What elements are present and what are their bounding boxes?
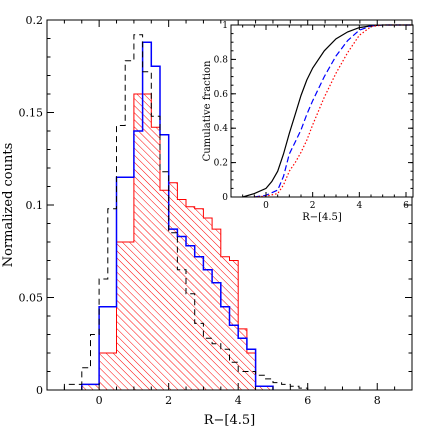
red-histogram-bar <box>194 208 204 390</box>
blue-solid-histogram <box>81 41 274 390</box>
main-x-axis-label: R−[4.5] <box>204 413 256 428</box>
inset-x-tick-label: 6 <box>403 201 409 211</box>
red-histogram-bar <box>177 199 187 390</box>
x-tick-label: 2 <box>165 394 172 407</box>
inset-y-tick-label: 0.4 <box>214 124 229 134</box>
black-histogram-line <box>63 34 309 390</box>
blue-cumulative-line <box>254 24 413 198</box>
y-tick-label: 0.1 <box>26 199 44 212</box>
inset-cumulative-plot: 0 2 4 6 0 0.2 0.4 0.6 0.8 1 R−[4.5] Cumulative fr… <box>202 21 414 223</box>
inset-x-tick-label: 0 <box>263 201 269 211</box>
red-histogram-bar <box>203 217 213 390</box>
y-tick-label: 0.15 <box>19 107 44 120</box>
red-histogram-bar <box>168 182 178 390</box>
blue-histogram-line <box>81 41 274 390</box>
red-histogram-bar <box>99 353 117 390</box>
inset-cumulative-lines <box>242 24 413 198</box>
inset-y-axis-label: Cumulative fraction <box>202 60 213 161</box>
black-cumulative-line <box>242 24 413 198</box>
inset-y-tick-label: 0 <box>222 193 228 203</box>
red-histogram-bar <box>159 190 169 390</box>
x-tick-label: 0 <box>96 394 103 407</box>
inset-y-tick-label: 0.8 <box>214 55 229 65</box>
x-tick-label: 4 <box>235 394 242 407</box>
red-histogram-bar <box>186 206 195 390</box>
red-histogram-bar <box>142 94 152 390</box>
inset-axis-ticks: 0 2 4 6 0 0.2 0.4 0.6 0.8 1 <box>214 21 413 211</box>
x-tick-label: 6 <box>304 394 311 407</box>
red-cumulative-line <box>254 24 413 198</box>
red-histogram-bar <box>238 328 247 390</box>
red-histogram-bar <box>151 127 160 391</box>
black-dashed-histogram <box>63 34 309 390</box>
inset-y-tick-label: 0.6 <box>214 90 229 100</box>
inset-x-tick-label: 4 <box>356 201 362 211</box>
red-histogram-bar <box>246 353 256 390</box>
red-histogram-bar <box>133 94 143 390</box>
red-histogram-bar <box>212 229 221 390</box>
main-axis-ticks: 0 2 4 6 8 0 0.05 0.1 0.15 0.2 <box>19 14 413 407</box>
red-histogram-bar <box>81 384 100 390</box>
y-tick-label: 0.05 <box>19 292 44 305</box>
red-histogram-bar <box>116 242 134 390</box>
inset-x-axis-label: R−[4.5] <box>302 212 342 223</box>
red-histogram-bar <box>255 386 273 390</box>
x-tick-label: 8 <box>374 394 381 407</box>
red-histogram-bar <box>220 256 230 390</box>
inset-y-tick-label: 0.2 <box>214 159 228 169</box>
main-y-axis-label: Normalized counts <box>1 143 16 268</box>
y-tick-label: 0 <box>36 384 43 397</box>
inset-x-tick-label: 2 <box>310 201 316 211</box>
inset-y-tick-label: 1 <box>222 21 228 31</box>
inset-background <box>231 25 413 197</box>
red-hatched-histogram <box>81 93 274 391</box>
y-tick-label: 0.2 <box>26 14 44 27</box>
